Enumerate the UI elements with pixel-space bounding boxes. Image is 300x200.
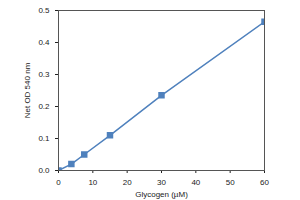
svg-text:0.5: 0.5 [38, 6, 50, 15]
svg-text:0.0: 0.0 [38, 166, 50, 175]
svg-text:10: 10 [88, 178, 97, 187]
svg-text:0.1: 0.1 [38, 134, 50, 143]
svg-text:0.3: 0.3 [38, 70, 50, 79]
svg-text:Glycogen (µM): Glycogen (µM) [135, 190, 188, 199]
svg-text:0.4: 0.4 [38, 38, 50, 47]
svg-text:0.2: 0.2 [38, 102, 50, 111]
svg-text:60: 60 [260, 178, 269, 187]
svg-text:20: 20 [123, 178, 132, 187]
svg-text:40: 40 [191, 178, 200, 187]
svg-text:30: 30 [157, 178, 166, 187]
svg-text:Net OD 540 nm: Net OD 540 nm [23, 62, 32, 118]
svg-text:0: 0 [56, 178, 61, 187]
svg-text:50: 50 [226, 178, 235, 187]
